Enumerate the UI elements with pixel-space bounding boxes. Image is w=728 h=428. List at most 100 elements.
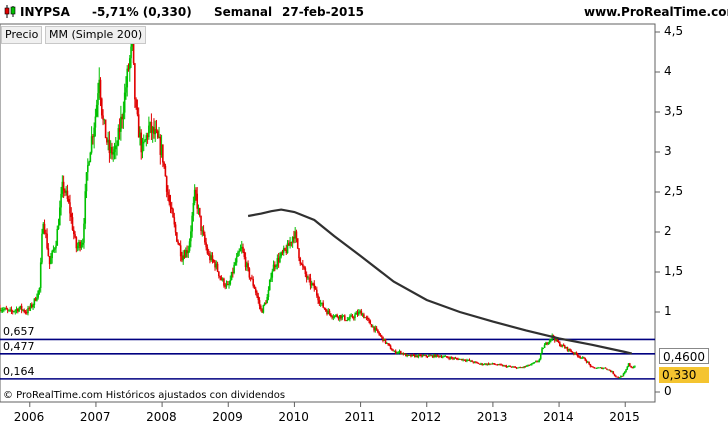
candle-body (57, 225, 60, 229)
candle-body (410, 355, 412, 357)
candle-body (20, 305, 23, 310)
candle-body (612, 371, 615, 375)
candle-body (397, 351, 400, 353)
candle-body (435, 354, 438, 358)
candle-body (331, 315, 333, 318)
candle-body (262, 305, 265, 313)
candle-body (510, 366, 513, 368)
candle-body (604, 367, 607, 369)
candle-body (141, 143, 144, 153)
ma-200-line (247, 208, 633, 355)
candle-body (337, 317, 340, 319)
candle-body (232, 271, 234, 274)
candle-body (581, 357, 584, 359)
site-link[interactable]: www.ProRealTime.com (584, 5, 728, 19)
candle-body (106, 138, 108, 143)
tab-ma-200[interactable]: MM (Simple 200) (45, 26, 147, 44)
candle-body (550, 338, 552, 341)
candle-body (431, 355, 434, 358)
candle-body (546, 342, 548, 345)
candle-body (23, 309, 25, 312)
candle-body (514, 366, 517, 368)
candle-body (421, 355, 424, 357)
candle-body (606, 368, 608, 370)
candle-body (599, 367, 602, 369)
period-label[interactable]: Semanal (214, 5, 273, 19)
tab-price[interactable]: Precio (1, 26, 43, 44)
candle-body (555, 338, 557, 341)
candle-body (513, 366, 515, 368)
candle-body (357, 311, 360, 315)
candle-body (11, 310, 14, 312)
candle-body (468, 359, 471, 361)
candle-body (463, 359, 466, 361)
candle-body (58, 207, 61, 226)
candle-body (275, 265, 277, 268)
candle-body (279, 256, 281, 263)
candle-body (103, 119, 106, 121)
candle-body (388, 344, 391, 346)
candle-body (207, 253, 210, 255)
candle-body (78, 241, 80, 246)
candle-body (618, 377, 621, 379)
plot-frame (0, 23, 656, 403)
candle-body (413, 355, 416, 357)
candle-body (416, 355, 419, 358)
y-tick-label: 1,5 (664, 264, 684, 278)
candle-body (403, 353, 406, 355)
candle-body (149, 122, 151, 126)
candle-body (174, 224, 177, 233)
candle-body (136, 107, 139, 115)
x-axis-ticks (29, 402, 626, 407)
candle-body (128, 58, 131, 70)
candle-body (1, 310, 4, 311)
x-tick-label: 2012 (410, 410, 442, 424)
candle-body (65, 190, 67, 193)
candle-body (426, 356, 429, 358)
candle-body (361, 314, 364, 316)
candle-body (528, 364, 531, 366)
candle-body (415, 355, 417, 357)
candle-body (281, 252, 284, 254)
candle-body (355, 312, 358, 315)
candle-body (370, 324, 373, 328)
candle-body (75, 237, 78, 249)
candle-body (286, 243, 289, 253)
candle-body (122, 112, 125, 120)
candle-body (359, 310, 361, 312)
candle-body (277, 258, 280, 263)
candle-body (487, 363, 490, 365)
candle-body (590, 366, 593, 368)
candle-body (312, 283, 314, 285)
candle-body (346, 319, 349, 321)
candle-body (422, 355, 425, 357)
candle-body (114, 145, 117, 150)
candle-body (587, 362, 589, 363)
candle-body (156, 131, 159, 138)
candle-body (402, 352, 405, 355)
candle-body (118, 128, 121, 132)
candle-body (211, 255, 214, 261)
y-tick-label: 4,5 (664, 24, 684, 38)
candle-body (233, 264, 235, 274)
level-label-0657: 0,657 (3, 325, 35, 339)
candle-body (509, 366, 512, 367)
y-tick-label: 3,5 (664, 104, 684, 118)
candle-body (536, 361, 538, 363)
candle-body (60, 193, 62, 208)
candle-body (491, 363, 494, 364)
candle-body (464, 360, 467, 362)
candle-body (332, 317, 335, 319)
candle-body (142, 141, 145, 144)
candle-body (243, 251, 246, 257)
candle-body (155, 129, 158, 132)
candle-body (608, 369, 611, 371)
candle-body (480, 363, 482, 365)
candle-body (478, 363, 481, 365)
candle-body (104, 119, 107, 139)
candle-body (266, 297, 268, 304)
candle-body (237, 252, 239, 257)
candle-body (53, 248, 56, 250)
candle-body (441, 356, 444, 358)
candle-body (15, 309, 18, 311)
